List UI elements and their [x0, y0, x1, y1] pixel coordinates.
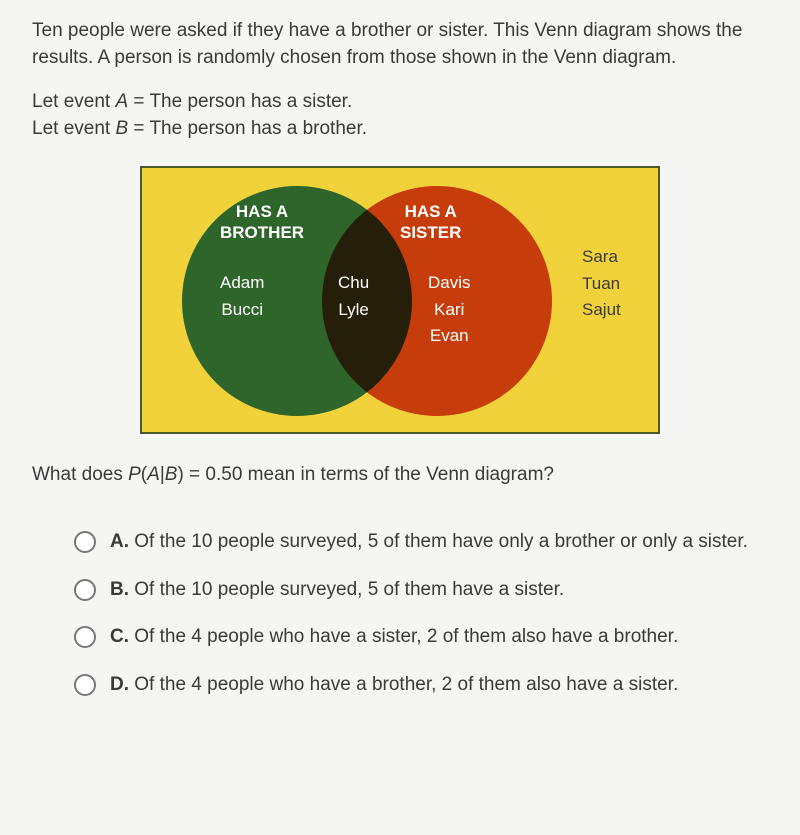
q-p: P — [128, 464, 141, 485]
choice-body: Of the 4 people who have a sister, 2 of … — [134, 626, 678, 647]
answer-choices: A. Of the 10 people surveyed, 5 of them … — [32, 529, 768, 698]
venn-box: HAS A BROTHER HAS A SISTER Adam Bucci Ch… — [140, 166, 660, 434]
name: Chu — [338, 273, 369, 292]
event-a-prefix: Let event — [32, 91, 115, 112]
name: Tuan — [582, 274, 620, 293]
event-b-suffix: = The person has a brother. — [128, 118, 367, 139]
choice-letter: B. — [110, 579, 129, 600]
event-b-prefix: Let event — [32, 118, 115, 139]
venn-container: HAS A BROTHER HAS A SISTER Adam Bucci Ch… — [32, 166, 768, 434]
venn-label-sister-l2: SISTER — [400, 223, 461, 242]
name: Adam — [220, 273, 264, 292]
choice-c[interactable]: C. Of the 4 people who have a sister, 2 … — [74, 624, 768, 650]
event-b-var: B — [115, 118, 128, 139]
name: Evan — [430, 326, 469, 345]
choice-body: Of the 10 people surveyed, 5 of them hav… — [134, 531, 748, 552]
name: Sajut — [582, 300, 621, 319]
radio-icon[interactable] — [74, 674, 96, 696]
choice-d-text: D. Of the 4 people who have a brother, 2… — [110, 672, 768, 698]
venn-names-both: Chu Lyle — [338, 270, 369, 323]
name: Davis — [428, 273, 471, 292]
event-a-var: A — [115, 91, 128, 112]
venn-label-sister: HAS A SISTER — [400, 202, 461, 243]
choice-a[interactable]: A. Of the 10 people surveyed, 5 of them … — [74, 529, 768, 555]
choice-b-text: B. Of the 10 people surveyed, 5 of them … — [110, 577, 768, 603]
venn-names-left: Adam Bucci — [220, 270, 264, 323]
event-definitions: Let event A = The person has a sister. L… — [32, 89, 768, 142]
choice-body: Of the 4 people who have a brother, 2 of… — [134, 674, 678, 695]
question-text: What does P(A|B) = 0.50 mean in terms of… — [32, 462, 768, 489]
venn-label-brother-l2: BROTHER — [220, 223, 304, 242]
q-a: A — [147, 464, 160, 485]
radio-icon[interactable] — [74, 626, 96, 648]
event-b-line: Let event B = The person has a brother. — [32, 116, 768, 143]
name: Bucci — [221, 300, 263, 319]
choice-letter: A. — [110, 531, 129, 552]
choice-letter: C. — [110, 626, 129, 647]
choice-c-text: C. Of the 4 people who have a sister, 2 … — [110, 624, 768, 650]
q-b: B — [165, 464, 178, 485]
q-prefix: What does — [32, 464, 128, 485]
name: Sara — [582, 247, 618, 266]
venn-label-sister-l1: HAS A — [405, 202, 457, 221]
venn-names-outside: Sara Tuan Sajut — [582, 244, 621, 323]
event-a-suffix: = The person has a sister. — [128, 91, 352, 112]
name: Lyle — [338, 300, 369, 319]
choice-b[interactable]: B. Of the 10 people surveyed, 5 of them … — [74, 577, 768, 603]
name: Kari — [434, 300, 464, 319]
choice-body: Of the 10 people surveyed, 5 of them hav… — [134, 579, 564, 600]
choice-letter: D. — [110, 674, 129, 695]
venn-label-brother: HAS A BROTHER — [220, 202, 304, 243]
q-eq: = 0.50 mean in terms of the Venn diagram… — [184, 464, 554, 485]
event-a-line: Let event A = The person has a sister. — [32, 89, 768, 116]
radio-icon[interactable] — [74, 531, 96, 553]
choice-d[interactable]: D. Of the 4 people who have a brother, 2… — [74, 672, 768, 698]
venn-names-right: Davis Kari Evan — [428, 270, 471, 349]
radio-icon[interactable] — [74, 579, 96, 601]
intro-text: Ten people were asked if they have a bro… — [32, 18, 768, 71]
venn-label-brother-l1: HAS A — [236, 202, 288, 221]
choice-a-text: A. Of the 10 people surveyed, 5 of them … — [110, 529, 768, 555]
